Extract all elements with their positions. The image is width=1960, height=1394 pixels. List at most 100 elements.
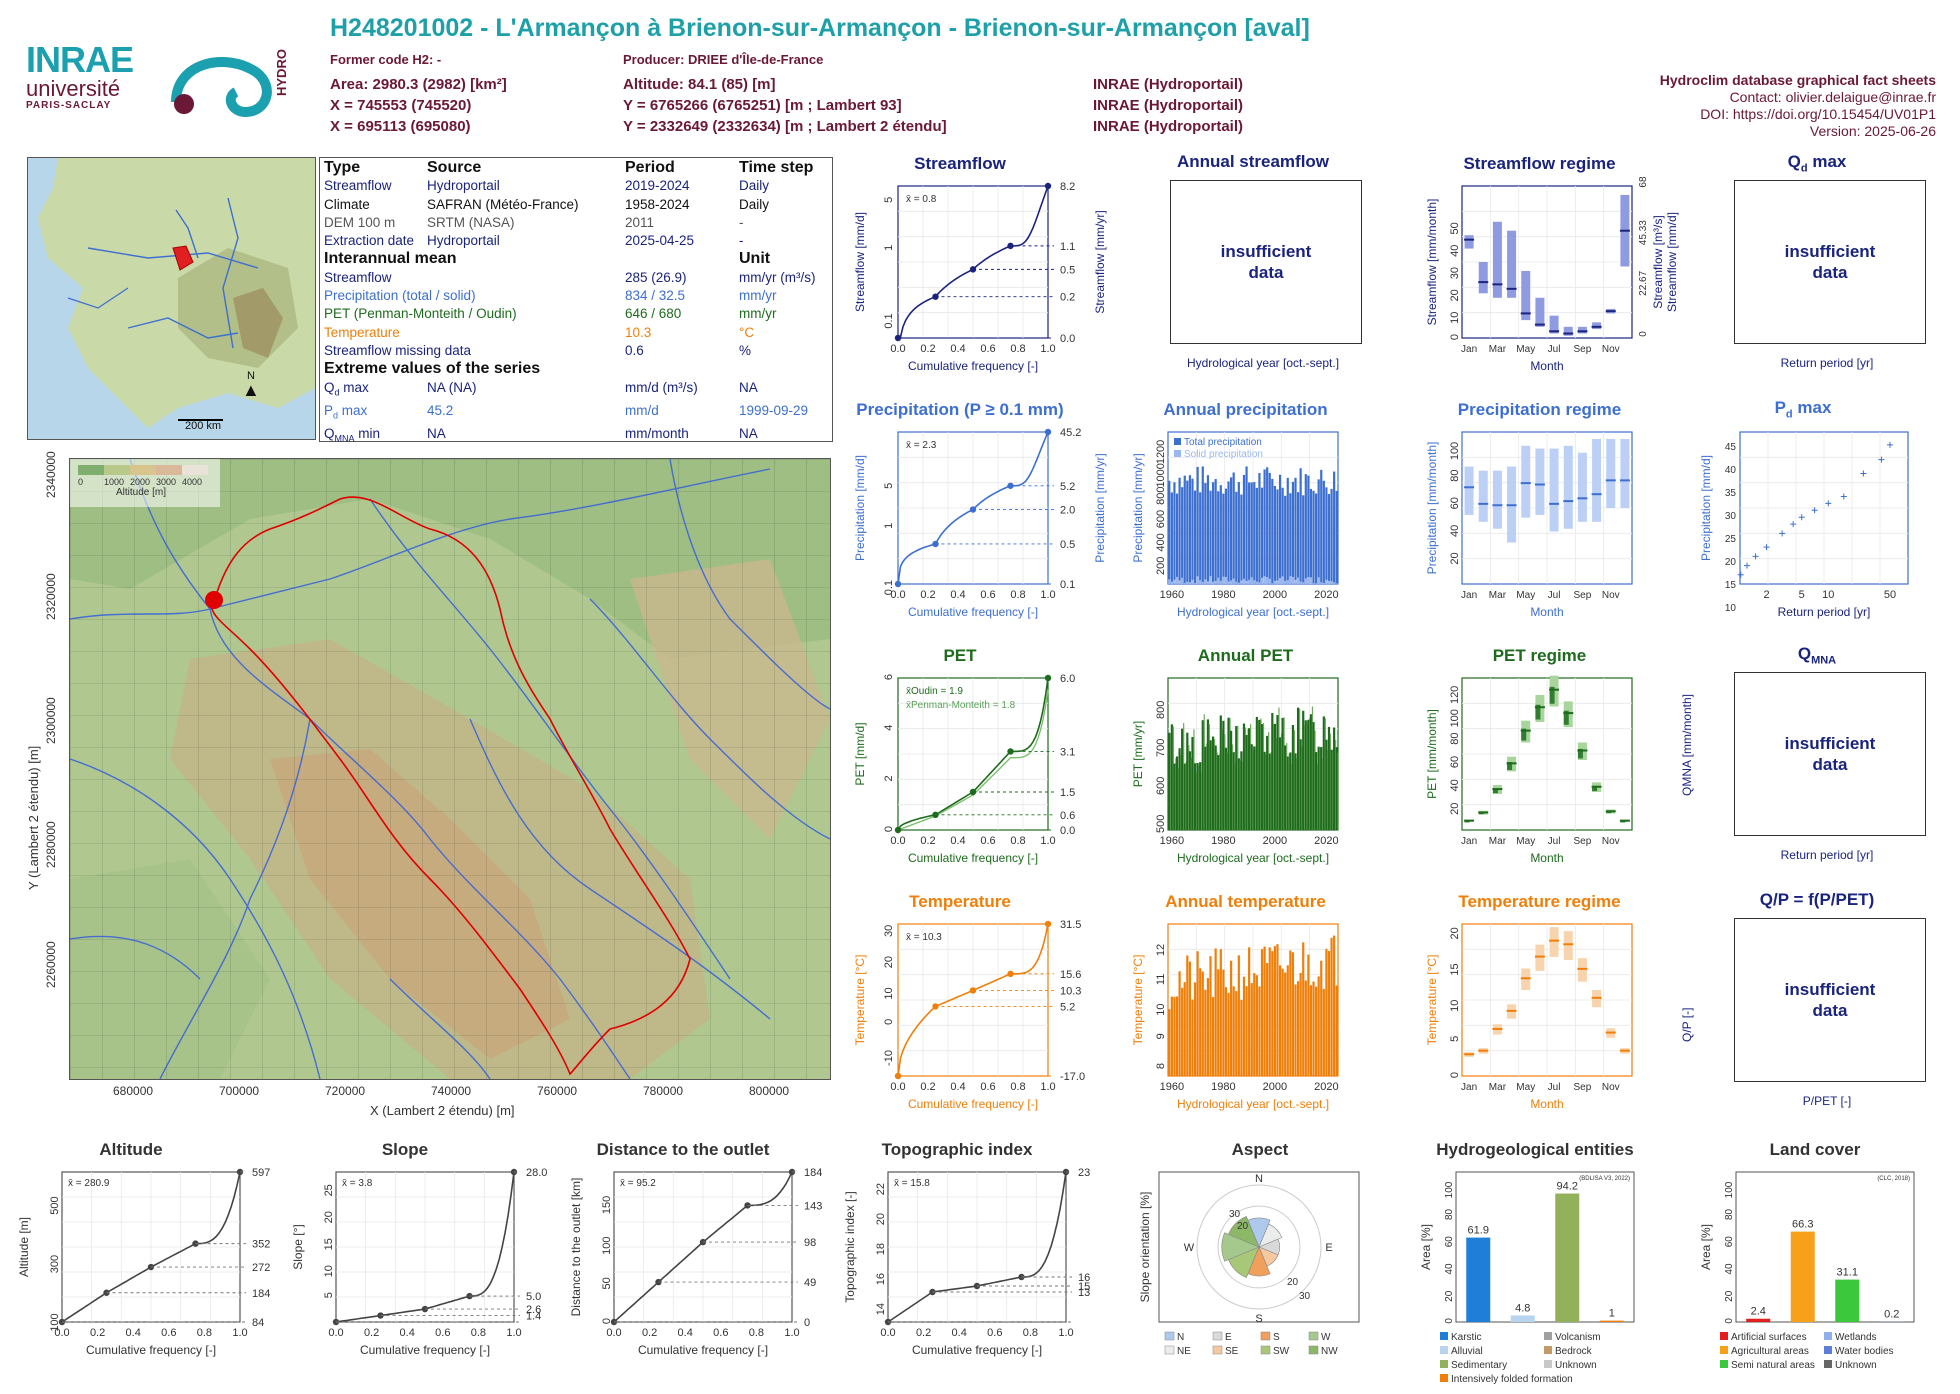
legend-label: Bedrock <box>1555 1346 1593 1357</box>
legend-swatch <box>1824 1346 1832 1354</box>
right-tick-label: 28.0 <box>526 1167 547 1179</box>
right-tick-label: 272 <box>252 1262 270 1274</box>
pdmax-title: Pd max <box>1708 398 1898 420</box>
x-tick-label: 0.4 <box>952 1327 967 1339</box>
year-bar <box>1235 726 1237 830</box>
y-tick-label: 1000 <box>1155 463 1167 487</box>
pet-title: PET <box>850 646 1070 666</box>
year-bar <box>1191 737 1193 830</box>
legend-swatch <box>1544 1332 1552 1340</box>
solid-bar <box>1333 582 1335 584</box>
solid-bar <box>1199 580 1201 584</box>
y-tick-label: 60 <box>1444 1236 1455 1248</box>
year-bar <box>1168 733 1170 830</box>
solid-bar <box>1276 581 1278 584</box>
y-lambert93: Y = 6765266 (6765251) [m ; Lambert 93] <box>623 95 947 116</box>
y-tick-label: 1200 <box>1155 440 1167 464</box>
year-bar <box>1289 493 1291 584</box>
inrae-logo: INRAE université PARIS-SACLAY <box>26 42 156 122</box>
legend-label: Karstic <box>1451 1332 1482 1343</box>
year-bar <box>1215 948 1217 1076</box>
right-tick-label: 0 <box>804 1317 810 1329</box>
y-tick-label: 800 <box>1155 486 1167 504</box>
solid-bar <box>1318 577 1320 584</box>
y-tick-label: 45 <box>1725 442 1737 453</box>
solid-bar <box>1243 579 1245 584</box>
year-bar <box>1245 466 1247 584</box>
legend-total-label: Total precipitation <box>1184 437 1262 448</box>
solid-bar <box>1315 583 1317 584</box>
bar-value-label: 94.2 <box>1557 1181 1578 1193</box>
year-bar <box>1168 481 1170 584</box>
year-bar <box>1235 492 1237 584</box>
regime-box <box>1479 262 1488 293</box>
month-label: Sep <box>1574 1082 1592 1093</box>
year-bar <box>1284 973 1286 1076</box>
year-bar <box>1222 494 1224 584</box>
year-bar <box>1336 747 1338 830</box>
y-axis-label: Slope [°] <box>291 1224 305 1270</box>
qp-ylabel: Q/P [-] <box>1680 1008 1694 1042</box>
legend-label: Wetlands <box>1835 1332 1877 1343</box>
right-tick-label: 2.0 <box>1060 505 1075 517</box>
streamflow-title: Streamflow <box>850 154 1070 174</box>
year-bar <box>1227 481 1229 584</box>
factsheet-contact: Contact: olivier.delaigue@inrae.fr <box>1660 89 1936 106</box>
col-step: Time step <box>735 159 832 177</box>
year-bar <box>1173 482 1175 584</box>
year-bar <box>1197 763 1199 830</box>
right-tick-label: 0.5 <box>1060 539 1075 551</box>
year-bar <box>1181 988 1183 1076</box>
solid-bar <box>1181 578 1183 584</box>
year-bar <box>1253 973 1255 1076</box>
x-lambert93: X = 745553 (745520) <box>330 95 507 116</box>
right-tick-label: 6.0 <box>1060 673 1075 685</box>
year-bar <box>1294 478 1296 584</box>
left-tick-label: 1 <box>883 245 895 251</box>
year-bar <box>1274 946 1276 1076</box>
y-tick-label: 500 <box>1155 815 1167 833</box>
year-bar <box>1320 747 1322 830</box>
solid-bar <box>1307 577 1309 584</box>
month-label: Jan <box>1461 344 1477 355</box>
right-tick-label: 1.5 <box>1060 787 1075 799</box>
left-tick-label: 6 <box>883 674 895 680</box>
month-label: May <box>1516 590 1535 601</box>
x-tick-label: 1.0 <box>1040 343 1055 355</box>
mean-label: x̄ = 2.3 <box>906 440 937 451</box>
year-bar <box>1204 990 1206 1076</box>
year-bar <box>1305 474 1307 584</box>
y-tick-label: 10 <box>1449 312 1461 324</box>
solid-bar <box>1289 576 1291 584</box>
right-tick-label: 0.0 <box>1060 333 1075 345</box>
month-label: Nov <box>1602 1082 1620 1093</box>
year-bar <box>1199 492 1201 584</box>
right-tick-label: 0.2 <box>1060 292 1075 304</box>
factsheet-doi[interactable]: DOI: https://doi.org/10.15454/UV01P1 <box>1660 106 1936 123</box>
year-bar <box>1253 746 1255 830</box>
year-bar <box>1294 753 1296 830</box>
legend-swatch <box>1440 1332 1448 1340</box>
year-bar <box>1178 478 1180 584</box>
left-tick-label: 15 <box>323 1238 335 1250</box>
bar-value-label: 4.8 <box>1515 1302 1530 1314</box>
year-bar <box>1323 716 1325 830</box>
annual-precip-title: Annual precipitation <box>1138 400 1353 420</box>
month-label: Nov <box>1602 836 1620 847</box>
year-bar <box>1197 467 1199 584</box>
map-ylabel: Y (Lambert 2 étendu) [m] <box>26 746 41 890</box>
year-bar <box>1215 479 1217 584</box>
year-bar <box>1269 473 1271 584</box>
legend-label: Semi natural areas <box>1731 1360 1815 1371</box>
regime-box <box>1465 467 1474 515</box>
year-bar <box>1292 482 1294 584</box>
year-bar <box>1289 950 1291 1076</box>
x-tick-label: 0.8 <box>471 1327 486 1339</box>
year-bar <box>1202 972 1204 1076</box>
factsheet-info: Hydroclim database graphical fact sheets… <box>1660 72 1936 140</box>
year-bar <box>1263 947 1265 1076</box>
